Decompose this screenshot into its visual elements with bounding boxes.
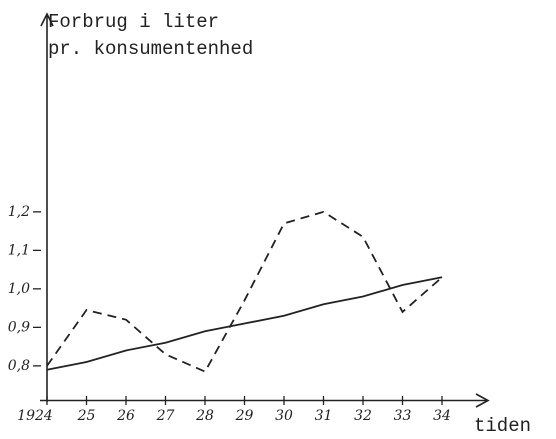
x-tick-label: 28 bbox=[195, 408, 214, 424]
x-tick-label: 30 bbox=[275, 408, 293, 424]
x-tick-label: 26 bbox=[116, 408, 135, 424]
x-tick-label: 33 bbox=[394, 408, 412, 424]
y-axis-arrow bbox=[40, 12, 54, 27]
x-tick-label: 1924 bbox=[17, 408, 53, 424]
y-tick-label: 0,9 bbox=[8, 319, 30, 335]
y-tick-label: 1,0 bbox=[8, 281, 30, 297]
y-tick-label: 1,1 bbox=[8, 242, 30, 258]
y-tick-label: 0,8 bbox=[8, 358, 30, 374]
x-axis-arrow bbox=[475, 393, 490, 408]
line-series bbox=[46, 276, 443, 371]
x-tick-label: 27 bbox=[156, 408, 175, 424]
y-axis-label: Forbrug i liter bbox=[48, 11, 219, 33]
x-tick-label: 32 bbox=[354, 408, 372, 424]
x-tick-label: 25 bbox=[77, 408, 96, 424]
x-axis-label: tiden bbox=[474, 415, 531, 437]
x-tick-label: 29 bbox=[235, 408, 254, 424]
x-tick-label: 31 bbox=[315, 408, 333, 424]
line-series bbox=[46, 210, 443, 373]
y-axis-label: pr. konsumentenhed bbox=[48, 38, 253, 60]
x-tick-label: 34 bbox=[433, 408, 451, 424]
y-tick-label: 1,2 bbox=[8, 204, 30, 220]
